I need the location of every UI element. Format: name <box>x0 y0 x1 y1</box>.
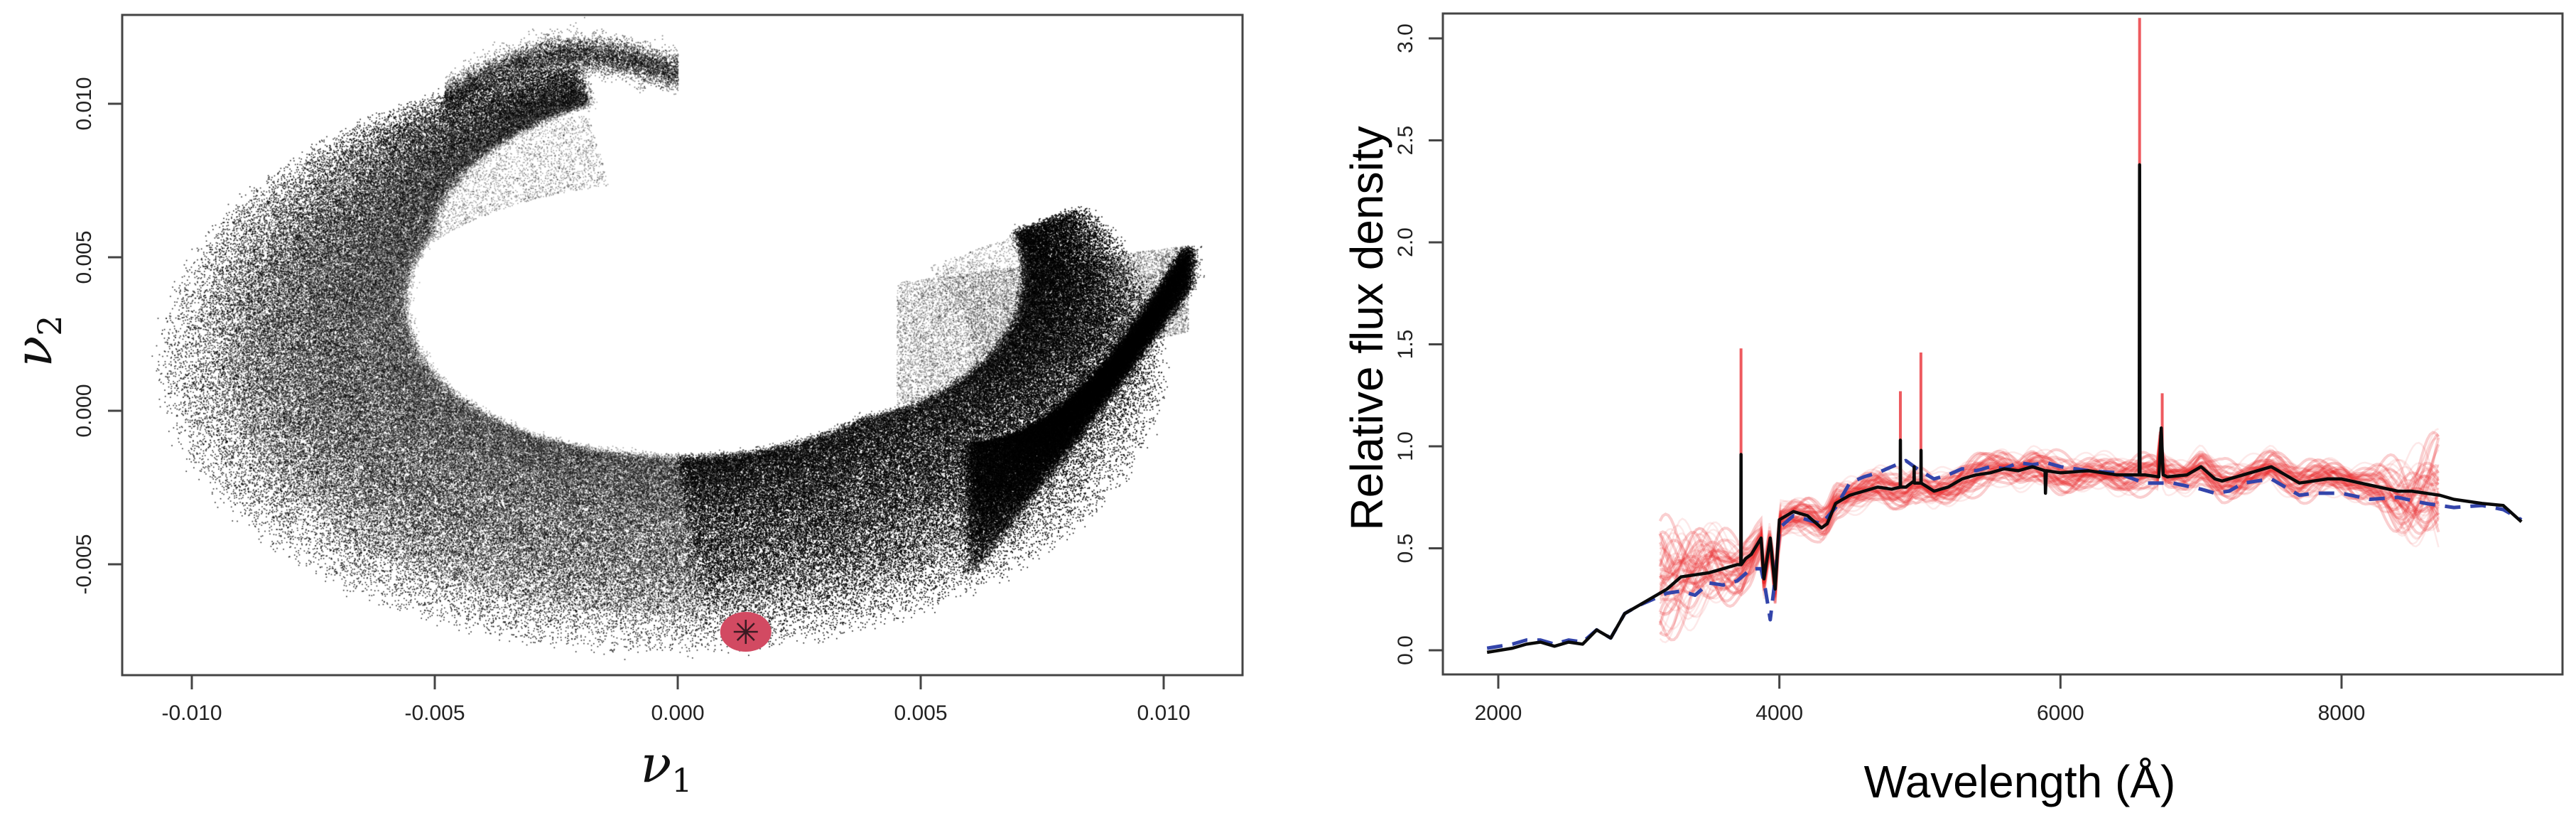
x-tick-label: -0.010 <box>161 701 222 725</box>
right-x-axis: 2000 4000 6000 8000 <box>1475 674 2366 725</box>
ensemble-draw <box>1660 452 2440 604</box>
ensemble-draw <box>1659 456 2440 618</box>
ensemble-draw <box>1659 437 2439 599</box>
x-tick-label: 8000 <box>2318 701 2366 725</box>
x-tick-label: 0.000 <box>651 701 704 725</box>
x-tick-label: 0.010 <box>1137 701 1190 725</box>
y-tick-label: 1.5 <box>1394 330 1417 360</box>
ensemble-draw <box>1659 440 2440 596</box>
y-tick-label: 0.010 <box>72 77 96 130</box>
ensemble-draw <box>1660 442 2440 601</box>
ensemble-draw <box>1659 438 2440 604</box>
y-tick-label: 2.5 <box>1394 126 1417 156</box>
y-tick-label: 2.0 <box>1394 227 1417 257</box>
ensemble-draw <box>1659 430 2440 597</box>
ensemble-draw <box>1660 431 2440 595</box>
ensemble-draw <box>1658 452 2440 642</box>
ensemble-draw <box>1659 452 2439 614</box>
observed-spectrum-line <box>1486 163 2523 655</box>
x-tick-label: 0.005 <box>894 701 947 725</box>
left-plot-frame <box>121 14 1244 677</box>
ensemble-draw <box>1659 451 2440 600</box>
y-tick-label: 0.0 <box>1394 635 1417 665</box>
ensemble-draw <box>1658 448 2440 591</box>
ensemble-draw <box>1658 431 2440 598</box>
left-x-axis-title: ν1 <box>640 734 692 800</box>
ensemble-draw <box>1659 436 2440 603</box>
left-y-axis: -0.005 0.000 0.005 0.010 <box>72 77 122 595</box>
red-ensemble-band <box>1658 18 2440 644</box>
scatter-points <box>122 15 1243 675</box>
right-y-axis-title: Relative flux density <box>1341 126 1392 530</box>
ensemble-draw <box>1659 458 2440 635</box>
y-tick-label: -0.005 <box>72 534 96 594</box>
y-tick-label: 1.0 <box>1394 431 1417 461</box>
y-tick-label: 0.5 <box>1394 534 1417 564</box>
x-tick-label: -0.005 <box>404 701 465 725</box>
left-x-axis: -0.010 -0.005 0.000 0.005 0.010 <box>161 675 1191 725</box>
ensemble-draw <box>1658 431 2440 597</box>
right-plot-frame <box>1441 12 2564 676</box>
y-tick-label: 0.005 <box>72 230 96 284</box>
y-tick-label: 0.000 <box>72 384 96 437</box>
ensemble-draw <box>1660 436 2440 596</box>
ensemble-draw <box>1659 451 2440 630</box>
left-y-axis-title: ν2 <box>4 315 69 367</box>
ensemble-draw <box>1658 448 2440 626</box>
ensemble-draw <box>1659 435 2440 592</box>
highlight-marker <box>720 612 772 652</box>
left-scatter-panel: -0.010 -0.005 0.000 0.005 0.010 -0.005 0.000 0… <box>4 14 1244 800</box>
spectrum-lines <box>1486 163 2523 655</box>
y-tick-label: 3.0 <box>1394 23 1417 53</box>
ensemble-draw <box>1659 442 2440 598</box>
x-tick-label: 6000 <box>2037 701 2084 725</box>
right-x-axis-title: Wavelength (Å) <box>1864 756 2176 807</box>
ensemble-draw <box>1659 429 2440 595</box>
ensemble-draw <box>1659 431 2440 601</box>
right-spectrum-panel: 2000 4000 6000 8000 0.0 0.5 1.0 1.5 2.0 2.5 3.0 W… <box>1341 12 2564 807</box>
ensemble-draw <box>1660 441 2440 592</box>
right-y-axis: 0.0 0.5 1.0 1.5 2.0 2.5 3.0 <box>1394 23 1443 665</box>
ensemble-draw <box>1658 433 2440 595</box>
ensemble-draw <box>1659 445 2439 599</box>
ensemble-draw <box>1659 445 2440 598</box>
x-tick-label: 4000 <box>1755 701 1803 725</box>
asterisk-icon <box>736 623 755 641</box>
scatter-point-cloud <box>122 15 1243 675</box>
x-tick-label: 2000 <box>1475 701 1522 725</box>
ensemble-draw <box>1659 446 2440 595</box>
